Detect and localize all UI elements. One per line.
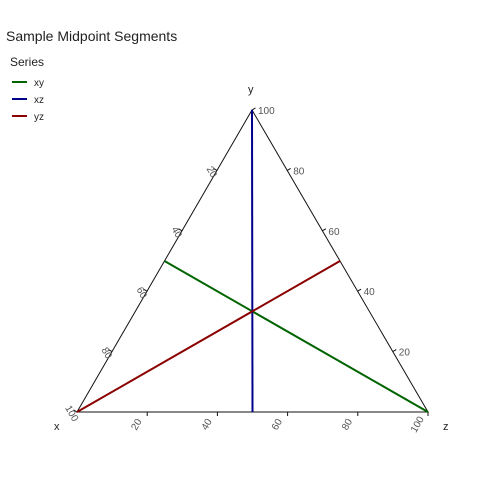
tick-right-100 [251,107,256,111]
tick-label-right-100: 100 [258,106,275,117]
tick-right-40 [357,288,362,292]
tick-label-left-60: 60 [134,285,149,301]
axis-label-z: z [443,421,449,433]
tick-right-20 [392,349,397,353]
tick-left-20 [213,167,218,171]
axis-label-x: x [54,421,60,433]
axis-label-y: y [248,84,254,96]
tick-label-right-40: 40 [364,287,376,298]
legend-label-xy: xy [34,78,44,89]
series-line-xz [251,109,254,413]
tick-label-bottom-20: 20 [129,417,144,433]
tick-label-left-80: 80 [99,346,114,362]
legend: xy xz yz [12,78,44,123]
series-lines [76,109,429,413]
tick-right-60 [322,228,327,232]
tick-label-right-60: 60 [328,227,340,238]
tick-label-left-40: 40 [169,225,184,241]
series-line-yz [76,260,341,413]
chart-title: Sample Midpoint Segments [6,28,177,44]
tick-marks: 20 40 60 80 100 20 40 60 80 100 20 40 60 80 100 [62,106,429,435]
tick-left-80 [108,349,113,353]
tick-right-80 [286,167,291,171]
tick-label-left-100: 100 [62,404,80,424]
legend-label-yz: yz [34,112,44,123]
tick-label-bottom-80: 80 [340,417,355,433]
tick-label-right-20: 20 [399,348,411,359]
tick-label-bottom-60: 60 [270,417,285,433]
tick-label-right-80: 80 [293,166,305,177]
tick-label-left-20: 20 [204,165,219,181]
legend-label-xz: xz [34,95,44,106]
tick-left-60 [143,288,148,292]
tick-left-40 [178,228,183,232]
tick-label-bottom-40: 40 [200,417,215,433]
tick-label-bottom-100: 100 [409,414,427,434]
series-line-xy [164,260,429,413]
legend-title: Series [10,55,44,69]
tick-left-100 [73,409,78,413]
